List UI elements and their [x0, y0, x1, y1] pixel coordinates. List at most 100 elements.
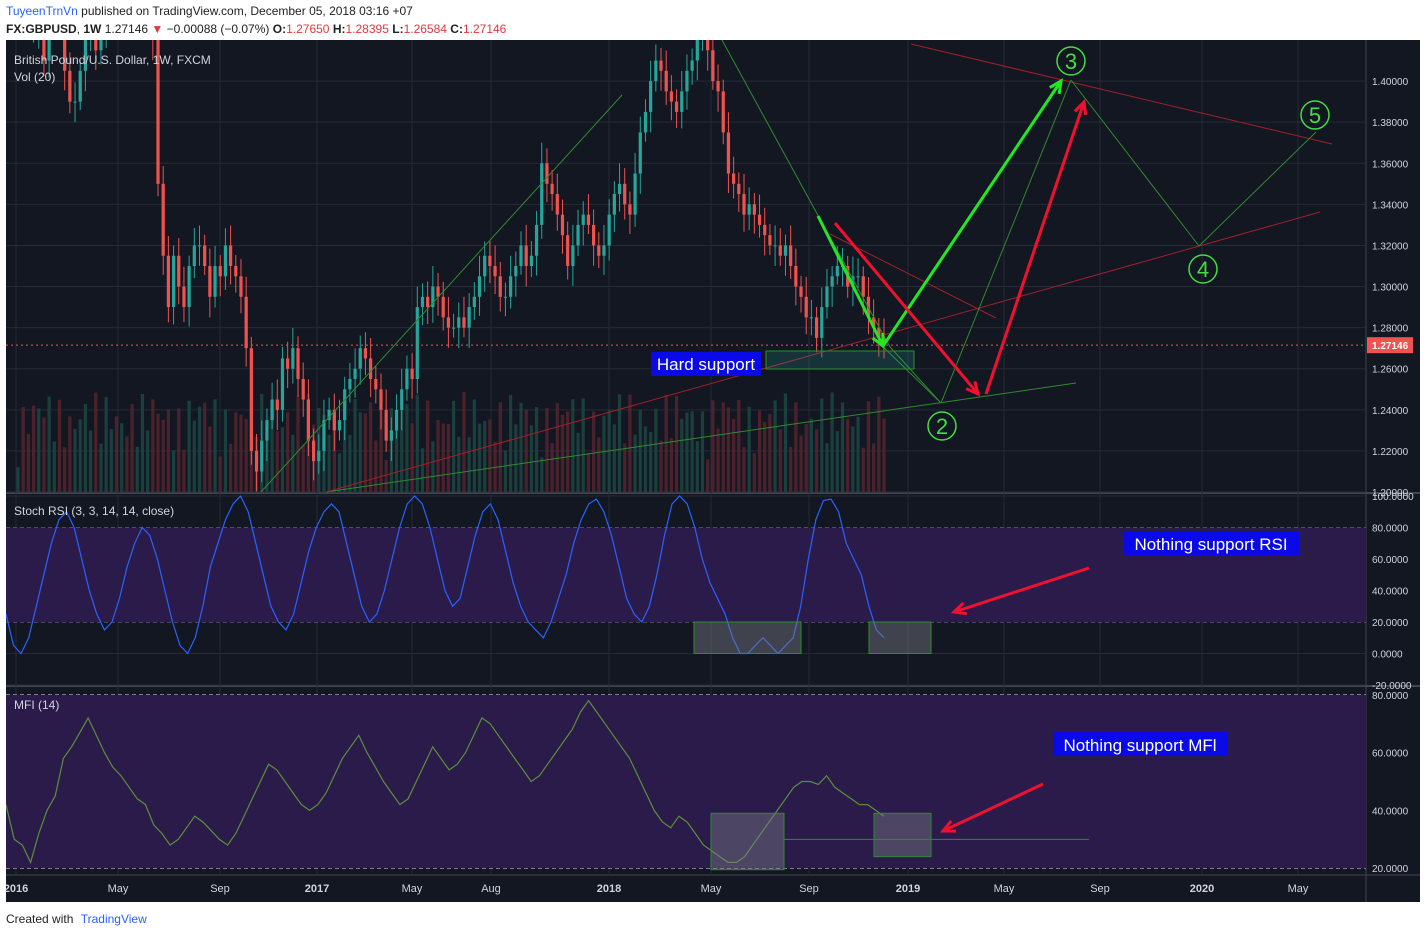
candle-body	[415, 307, 419, 379]
candle-body	[814, 317, 819, 338]
candle-body	[654, 60, 658, 82]
price-pane[interactable]	[6, 40, 1366, 492]
candle-body	[260, 440, 264, 472]
candle-body	[187, 266, 191, 308]
volume-bar	[866, 401, 871, 492]
candle-body	[197, 245, 202, 247]
candle-body	[628, 204, 632, 215]
last-price-tag	[1367, 337, 1413, 354]
candle-body	[472, 296, 476, 308]
price-tick-label: 1.38000	[1372, 118, 1409, 129]
volume-bar	[674, 395, 679, 492]
mfi-oversold-box	[873, 812, 932, 858]
candle-body	[400, 389, 404, 410]
candle-body	[182, 286, 186, 308]
symbol[interactable]: FX:GBPUSD	[6, 22, 77, 36]
volume-bar	[120, 423, 124, 492]
price-tick-label: 1.32000	[1372, 241, 1409, 252]
wave-label: 2	[936, 414, 948, 439]
tradingview-logo[interactable]: TradingView	[80, 912, 147, 926]
volume-bar	[286, 412, 290, 492]
scale-background	[1366, 40, 1420, 902]
support-zone	[765, 350, 915, 370]
volume-bar	[804, 424, 808, 492]
candle-body	[804, 296, 808, 318]
volume-bar	[835, 431, 839, 492]
candle-body	[690, 60, 694, 71]
candle-body	[586, 214, 591, 225]
candle-body	[674, 101, 679, 112]
candle-body	[851, 276, 855, 287]
volume-bar	[426, 400, 430, 492]
stoch-tick-label: 20.0000	[1372, 618, 1409, 629]
volume-bar	[524, 409, 528, 492]
volume-bar	[778, 429, 782, 492]
volume-bar	[420, 448, 425, 492]
volume-bar	[146, 430, 150, 492]
candle-body	[254, 450, 259, 472]
volume-bar	[280, 427, 285, 492]
trendline	[325, 382, 1077, 493]
candle-body	[872, 317, 876, 328]
volume-bar	[197, 406, 202, 492]
volume-bar	[752, 453, 756, 492]
volume-bar	[534, 407, 539, 492]
price-tick-label: 1.22000	[1372, 447, 1409, 458]
candle-body	[332, 409, 336, 431]
candle-body	[369, 358, 373, 379]
volume-bar	[638, 410, 642, 492]
mfi-tick-label: 20.0000	[1372, 864, 1409, 875]
publish-info: TuyeenTrnVn published on TradingView.com…	[6, 4, 413, 18]
symbol-info: FX:GBPUSD, 1W 1.27146 ▼ −0.00088 (−0.07%…	[6, 22, 507, 36]
volume-bar	[88, 430, 93, 492]
candle-body	[42, 40, 46, 61]
author-link[interactable]: TuyeenTrnVn	[6, 4, 78, 18]
volume-bar	[882, 418, 886, 492]
change-arrow: ▼	[151, 22, 164, 36]
volume-bar	[239, 414, 243, 492]
volume-bar	[332, 413, 336, 492]
mfi-pane[interactable]: Nothing support MFl	[6, 694, 1366, 871]
volume-bar	[343, 399, 347, 492]
candle-body	[685, 70, 689, 92]
volume-bar	[799, 435, 803, 492]
candle-body	[649, 81, 653, 112]
volume-bar	[57, 399, 62, 492]
wave-circle	[1188, 254, 1218, 284]
volume-bar	[732, 418, 736, 492]
mfi-band	[6, 694, 1366, 869]
wave-path	[1198, 131, 1317, 247]
volume-bar	[840, 402, 845, 492]
volume-bar	[441, 423, 445, 492]
stoch-oversold-box	[693, 621, 802, 654]
volume-bar	[203, 402, 207, 492]
stoch-rsi-pane[interactable]: Nothing support RSI	[6, 494, 1366, 655]
candle-body	[203, 245, 207, 266]
red-arrow-head	[965, 381, 981, 397]
volume-bar	[695, 441, 699, 492]
candle-body	[617, 183, 622, 195]
volume-bar	[825, 443, 829, 492]
candle-body	[410, 368, 414, 379]
candle-body	[389, 430, 393, 441]
support-label-box	[651, 352, 761, 376]
stoch-tick-label: 100.0000	[1372, 492, 1414, 503]
candle-body	[431, 286, 435, 308]
chart-canvas[interactable]: Nothing support RSI Nothing support MFl …	[6, 40, 1420, 902]
stoch-tick-label: 40.0000	[1372, 587, 1409, 598]
candle-body	[156, 40, 160, 184]
candle-body	[607, 214, 611, 246]
volume-bar	[519, 402, 523, 492]
volume-bar	[394, 427, 399, 492]
candle-body	[576, 224, 580, 246]
mfi-arrow-head	[939, 819, 957, 833]
volume-bar	[114, 416, 119, 492]
mfi-label-box	[1053, 732, 1228, 756]
volume-bar	[31, 405, 36, 492]
candle-body	[467, 307, 471, 328]
stoch-oversold-box	[868, 621, 932, 654]
candle-body	[726, 132, 731, 174]
volume-bar	[773, 400, 777, 492]
volume-bar	[182, 449, 186, 492]
volume-bar	[353, 399, 357, 492]
